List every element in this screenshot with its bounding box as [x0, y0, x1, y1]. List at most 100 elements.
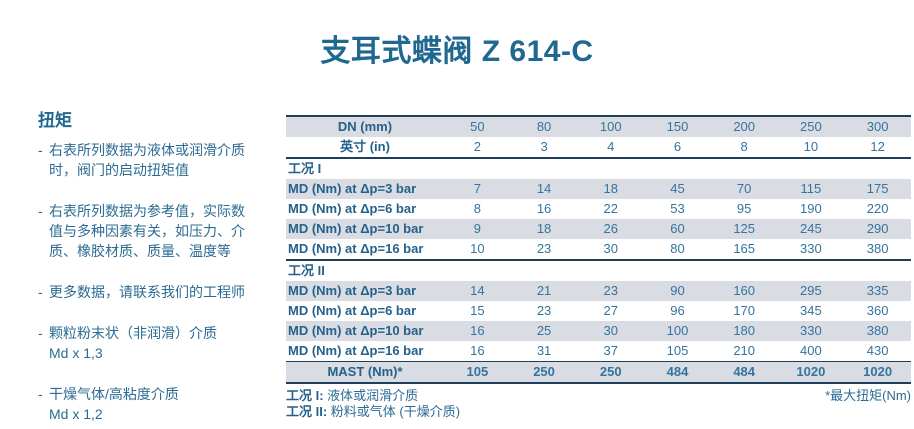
bullet-item: - 干燥气体/高粘度介质 Md x 1,2	[38, 384, 290, 424]
bullet-item: - 右表所列数据为液体或润滑介质 时，阀门的启动扭矩值	[38, 140, 290, 180]
table-cell: 175	[844, 179, 911, 199]
table-cell: 30	[577, 321, 645, 341]
table-cell: 220	[866, 201, 889, 216]
note-line: 工况 II: 粉料或气体 (干燥介质)	[286, 403, 461, 419]
bullet-text: 右表所列数据为参考值，实际数 值与多种因素有关，如压力、介 质、橡胶材质、质量、温度…	[49, 203, 245, 259]
table-cell: 8	[473, 201, 481, 216]
table-cell: 125	[710, 219, 778, 239]
section-header-row: 工况 II	[286, 260, 911, 281]
table-cell: 200	[710, 116, 778, 137]
table-cell: 10	[444, 239, 511, 261]
table-cell: 484	[710, 361, 778, 384]
table-cell: 150	[644, 116, 711, 137]
table-notes: 工况 I: 液体或润滑介质 工况 II: 粉料或气体 (干燥介质) *最大扭矩(N…	[286, 388, 911, 419]
table-cell: 27	[603, 303, 618, 318]
inch-header-row: 英寸 (in) 2 3 4 6 8 10 12	[286, 137, 911, 159]
table-cell: 37	[603, 343, 618, 358]
table-cell: 250	[510, 361, 578, 384]
md-data-row: MD (Nm) at Δp=6 bar 15 23 27 96 170 345 360	[286, 301, 911, 321]
table-cell: 345	[800, 303, 822, 318]
md-data-row: MD (Nm) at Δp=3 bar 14 21 23 90 160 295 335	[286, 281, 911, 301]
bullet-item: - 右表所列数据为参考值，实际数 值与多种因素有关，如压力、介 质、橡胶材质、质量、温…	[38, 201, 290, 261]
bullet-item: - 颗粒粉末状（非润滑）介质 Md x 1,3	[38, 323, 290, 363]
md-data-row: MD (Nm) at Δp=6 bar 8 16 22 53 95 190 220	[286, 199, 911, 219]
row-label: MD (Nm) at Δp=3 bar	[286, 281, 444, 301]
table-cell: 18	[577, 179, 645, 199]
row-label: MD (Nm) at Δp=3 bar	[286, 179, 444, 199]
table-cell: 250	[577, 361, 645, 384]
md-data-row: MD (Nm) at Δp=16 bar 16 31 37 105 210 400 430	[286, 341, 911, 362]
bullet-text: 更多数据，请联系我们的工程师	[49, 284, 245, 300]
table-cell: 4	[577, 137, 645, 159]
table-cell: 2	[444, 137, 511, 159]
row-label: MD (Nm) at Δp=6 bar	[288, 201, 417, 216]
row-label: MD (Nm) at Δp=16 bar	[288, 343, 424, 358]
table-cell: 335	[844, 281, 911, 301]
table-cell: 210	[733, 343, 756, 358]
table-cell: 23	[577, 281, 645, 301]
row-label: 英寸 (in)	[286, 137, 444, 159]
table-cell: 115	[777, 179, 845, 199]
bullet-item: - 更多数据，请联系我们的工程师	[38, 282, 290, 302]
md-data-row: MD (Nm) at Δp=10 bar 9 18 26 60 125 245 290	[286, 219, 911, 239]
table-cell: 45	[644, 179, 711, 199]
md-data-row: MD (Nm) at Δp=10 bar 16 25 30 100 180 330 380	[286, 321, 911, 341]
note-label: 工况 II:	[286, 403, 328, 419]
table-cell: 400	[800, 343, 822, 358]
condition-notes: 工况 I: 液体或润滑介质 工况 II: 粉料或气体 (干燥介质)	[286, 388, 911, 419]
table-cell: 30	[577, 239, 645, 261]
table-cell: 100	[644, 321, 711, 341]
note-line: 工况 I: 液体或润滑介质	[286, 388, 419, 403]
table-cell: 295	[777, 281, 845, 301]
table-cell: 18	[510, 219, 578, 239]
bullet-dash: -	[38, 203, 43, 219]
md-data-row: MD (Nm) at Δp=3 bar 7 14 18 45 70 115 175	[286, 179, 911, 199]
section-title: 工况 I	[288, 161, 322, 176]
bullet-list: - 右表所列数据为液体或润滑介质 时，阀门的启动扭矩值 - 右表所列数据为参考值，实际数…	[38, 140, 290, 424]
table-cell: 23	[536, 303, 552, 318]
table-cell: 300	[844, 116, 911, 137]
table-cell: 105	[444, 361, 511, 384]
table-cell: 8	[710, 137, 778, 159]
section-title: 工况 II	[288, 263, 325, 278]
table-cell: 16	[444, 321, 511, 341]
table-cell: 190	[800, 201, 822, 216]
bullet-dash: -	[38, 284, 43, 300]
table-cell: 6	[644, 137, 711, 159]
table-cell: 1020	[777, 361, 845, 384]
table-cell: 80	[644, 239, 711, 261]
table-cell: 180	[710, 321, 778, 341]
table-cell: 53	[670, 201, 685, 216]
table-cell: 96	[670, 303, 685, 318]
table-cell: 330	[777, 321, 845, 341]
table-cell: 330	[777, 239, 845, 261]
bullet-dash: -	[38, 386, 43, 402]
bullet-text: 干燥气体/高粘度介质 Md x 1,2	[49, 386, 179, 422]
table-cell: 21	[510, 281, 578, 301]
table-cell: 380	[844, 239, 911, 261]
table-cell: 25	[510, 321, 578, 341]
row-label: MD (Nm) at Δp=10 bar	[286, 219, 444, 239]
mast-summary-row: MAST (Nm)* 105 250 250 484 484 1020 1020	[286, 361, 911, 384]
table-cell: 16	[536, 201, 552, 216]
table-cell: 31	[536, 343, 552, 358]
table-cell: 160	[710, 281, 778, 301]
table-cell: 22	[603, 201, 618, 216]
table-cell: 14	[510, 179, 578, 199]
table-cell: 360	[866, 303, 889, 318]
bullet-text: 颗粒粉末状（非润滑）介质 Md x 1,3	[49, 325, 217, 361]
dn-header-row: DN (mm) 50 80 100 150 200 250 300	[286, 116, 911, 137]
table-cell: 250	[777, 116, 845, 137]
row-label: MD (Nm) at Δp=10 bar	[286, 321, 444, 341]
table-cell: 1020	[844, 361, 911, 384]
note-label: 工况 I:	[286, 388, 324, 403]
bullet-dash: -	[38, 325, 43, 341]
table-cell: 245	[777, 219, 845, 239]
bullet-dash: -	[38, 142, 43, 158]
table-cell: 14	[444, 281, 511, 301]
torque-table-area: DN (mm) 50 80 100 150 200 250 300 英寸 (in) 2 3 4 6 8 10…	[286, 115, 911, 419]
table-cell: 26	[577, 219, 645, 239]
table-cell: 80	[510, 116, 578, 137]
row-label: MAST (Nm)*	[286, 361, 444, 384]
